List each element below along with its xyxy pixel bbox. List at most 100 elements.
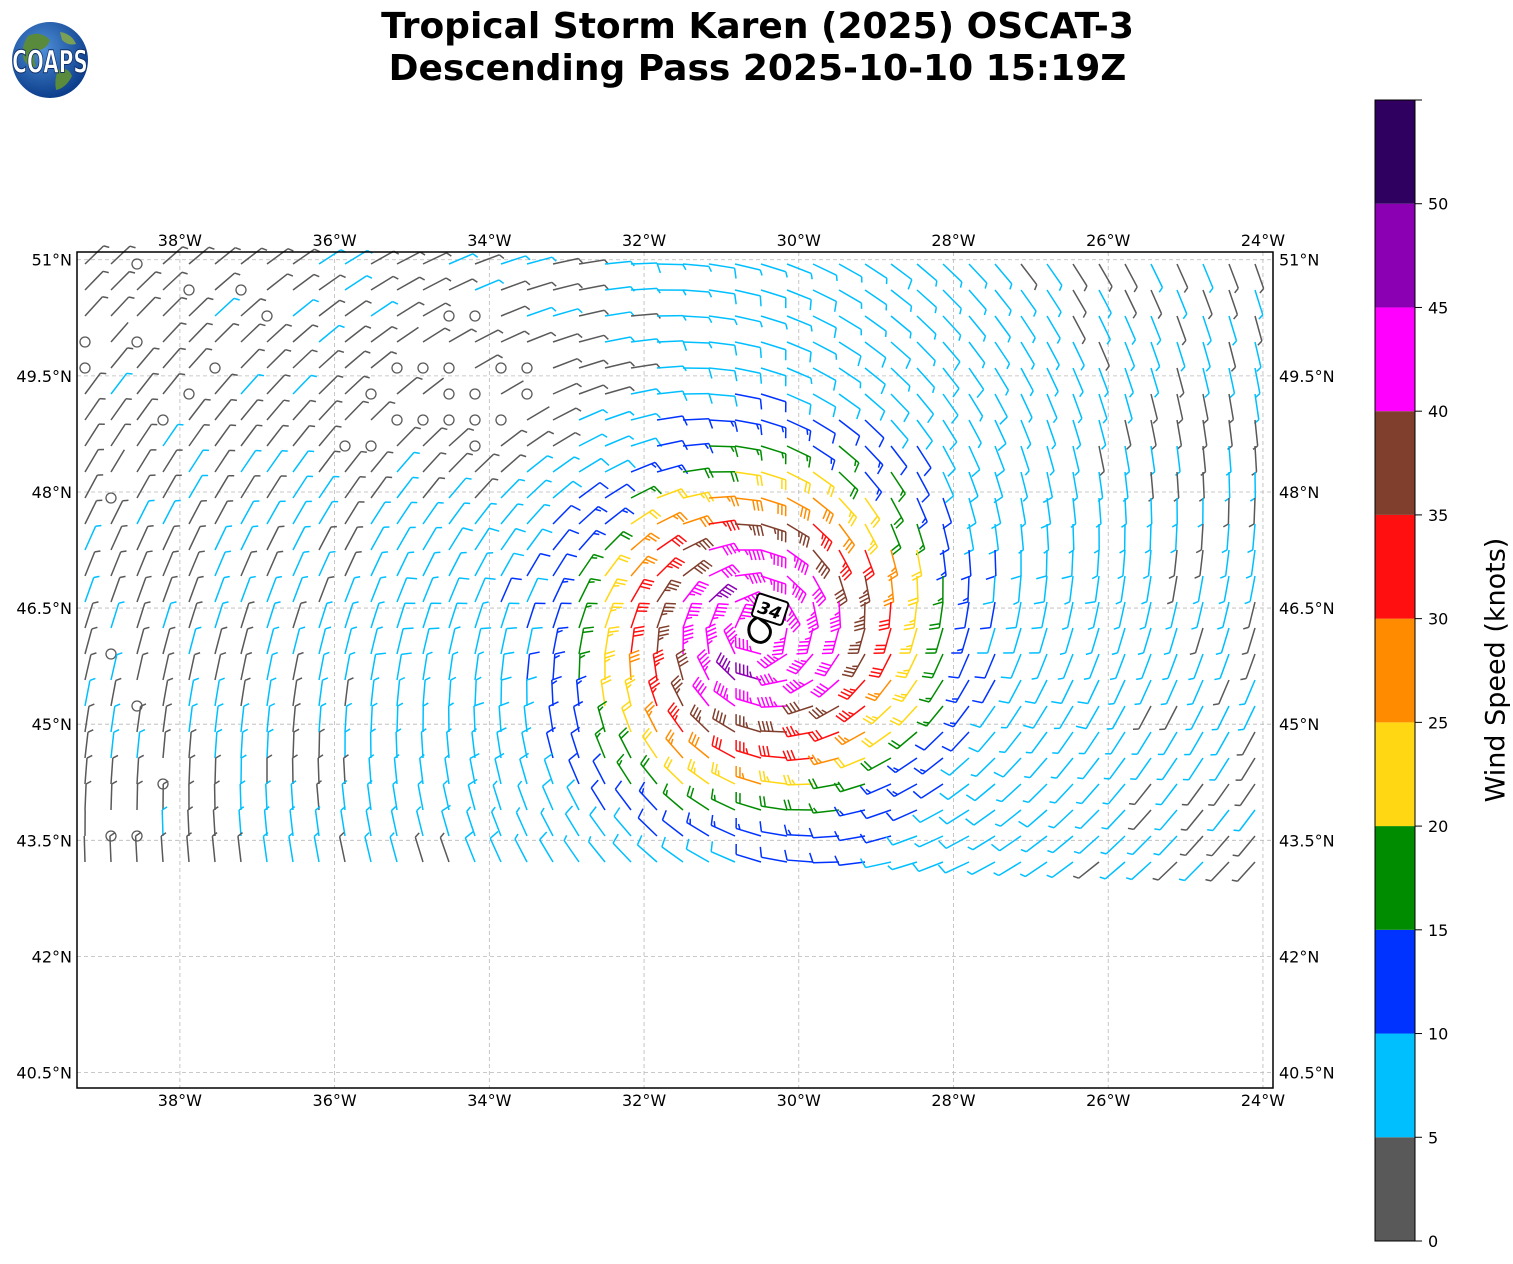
wind-barb (838, 549, 853, 581)
wind-barb (630, 287, 661, 294)
wind-barb (890, 497, 904, 529)
wind-barb (604, 483, 636, 499)
wind-barb (292, 550, 310, 577)
wind-barb (131, 336, 143, 348)
wind-barb (211, 832, 218, 863)
wind-barb (396, 551, 415, 577)
wind-barb (318, 425, 342, 447)
lon-tick-bottom: 28°W (931, 1091, 975, 1110)
wind-barb (1106, 705, 1126, 730)
wind-barb (422, 526, 443, 551)
wind-barb (1150, 289, 1163, 319)
wind-barb (708, 289, 737, 305)
wind-barb (500, 651, 515, 681)
wind-barb (214, 728, 223, 759)
wind-barb (1046, 263, 1063, 291)
wind-barb (1005, 601, 1022, 630)
wind-barb (656, 464, 689, 475)
wind-barb (474, 676, 482, 707)
wind-barb (422, 651, 433, 681)
wind-barb (1152, 861, 1178, 881)
wind-barb (954, 601, 970, 630)
wind-barb (292, 425, 316, 447)
wind-barb (266, 374, 291, 395)
wind-barb (1020, 497, 1027, 528)
wind-barb (1202, 367, 1210, 398)
wind-barb (735, 662, 762, 681)
wind-barb (439, 832, 450, 863)
wind-barb (864, 445, 884, 475)
wind-barb (734, 263, 763, 276)
wind-barb (1068, 523, 1075, 554)
wind-barb (188, 474, 208, 499)
wind-barb (1127, 809, 1152, 831)
wind-barb (1184, 731, 1204, 756)
wind-barb (1194, 549, 1204, 579)
wind-barb (162, 626, 176, 655)
wind-barb (1244, 575, 1256, 605)
wind-barb (1020, 315, 1036, 344)
wind-barb (466, 806, 476, 837)
wind-barb (494, 752, 505, 785)
wind-barb (614, 780, 632, 811)
wind-barb (985, 549, 997, 581)
wind-barb (988, 523, 1000, 555)
wind-barb (1046, 445, 1055, 476)
wind-barb (1225, 445, 1232, 476)
wind-barb (422, 277, 452, 291)
wind-barb (445, 728, 452, 759)
wind-barb (84, 550, 101, 577)
wind-barb (526, 602, 546, 629)
wind-barb (1202, 289, 1213, 320)
wind-barb (759, 821, 788, 837)
wind-barb (422, 676, 431, 707)
wind-barb (1171, 497, 1178, 528)
wind-barb (240, 626, 254, 655)
wind-barb (662, 783, 684, 811)
wind-barb (1093, 523, 1100, 554)
wind-barb (1099, 861, 1126, 880)
wind-barb (420, 728, 427, 759)
wind-barb (760, 471, 787, 491)
wind-barb (1159, 705, 1178, 731)
wind-barb (1098, 393, 1108, 424)
wind-barb (162, 728, 171, 759)
wind-barb (630, 461, 663, 473)
wind-barb (292, 374, 317, 395)
wind-barb (968, 341, 986, 369)
wind-barb (292, 450, 315, 473)
wind-barb (899, 627, 918, 654)
wind-barb (136, 550, 153, 577)
wind-barb (313, 832, 320, 863)
wind-barb (422, 602, 442, 629)
wind-barb (110, 652, 123, 681)
wind-barb (1113, 601, 1126, 630)
wind-barb (265, 780, 272, 811)
wind-barb (1142, 549, 1152, 580)
wind-barb (341, 780, 348, 811)
wind-barb (1075, 783, 1100, 805)
wind-barb (682, 417, 714, 429)
wind-barb (1241, 627, 1256, 656)
wind-barb (370, 626, 384, 655)
wind-barb (188, 780, 195, 811)
wind-barb (1098, 315, 1111, 345)
wind-barb (396, 602, 416, 629)
wind-barb (1031, 601, 1048, 630)
wind-barb (390, 806, 398, 837)
wind-barb (786, 523, 810, 548)
wind-barb (136, 296, 161, 317)
wind-barb (890, 341, 912, 370)
wind-barb (966, 861, 996, 875)
wind-barb (994, 809, 1022, 827)
wind-barb (162, 601, 177, 629)
plot-title: Tropical Storm Karen (2025) OSCAT-3 Desc… (140, 6, 1375, 90)
wind-barb (621, 700, 632, 733)
wind-barb (864, 315, 887, 338)
wind-barb (105, 830, 117, 842)
wind-barb (370, 476, 393, 499)
colorbar-tick: 5 (1428, 1128, 1438, 1147)
colorbar-bin (1375, 100, 1415, 204)
wind-barb (396, 652, 412, 681)
wind-barb (292, 500, 312, 525)
